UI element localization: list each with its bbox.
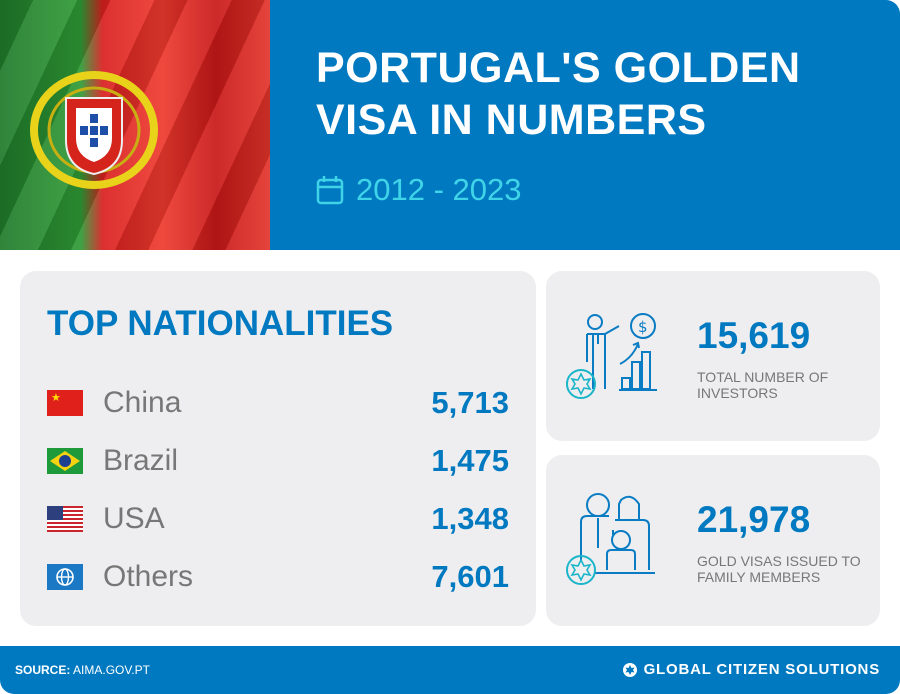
nationality-value: 1,348 — [431, 501, 509, 536]
family-icon — [566, 493, 655, 585]
nationality-value: 1,475 — [431, 443, 509, 478]
title-line-1: PORTUGAL'S GOLDEN — [316, 44, 801, 92]
investor-growth-icon: $ — [566, 313, 657, 399]
title-line-2: VISA IN NUMBERS — [316, 96, 707, 144]
investors-label: TOTAL NUMBER OF INVESTORS — [697, 369, 829, 401]
svg-text:$: $ — [638, 318, 648, 336]
nationality-name: USA — [103, 502, 165, 535]
nationality-row-others: Others 7,601 — [47, 557, 509, 597]
globe-icon — [47, 564, 83, 590]
nationality-name: Brazil — [103, 444, 179, 477]
nationality-row-china: ★ China 5,713 — [47, 383, 509, 423]
brazil-flag-icon — [47, 448, 83, 474]
nationalities-title: TOP NATIONALITIES — [47, 304, 394, 343]
nationality-row-brazil: Brazil 1,475 — [47, 441, 509, 481]
nationality-name: China — [103, 386, 182, 419]
footer: SOURCE: AIMA.GOV.PT GLOBAL CITIZEN SOLUT… — [0, 646, 900, 694]
source-text: SOURCE: AIMA.GOV.PT — [15, 663, 150, 677]
date-range: 2012 - 2023 — [316, 172, 521, 208]
source-label: SOURCE: — [15, 663, 71, 677]
investors-card — [546, 271, 880, 441]
nationality-value: 5,713 — [431, 385, 509, 420]
nationalities-card — [20, 271, 536, 626]
page-title: PORTUGAL'S GOLDEN VISA IN NUMBERS — [316, 42, 801, 146]
brand-logo: GLOBAL CITIZEN SOLUTIONS — [622, 661, 880, 678]
brand-star-icon — [622, 662, 637, 677]
brand-name: GLOBAL CITIZEN SOLUTIONS — [643, 661, 880, 678]
calendar-icon — [316, 176, 344, 205]
family-card — [546, 455, 880, 626]
nationality-name: Others — [103, 560, 194, 593]
date-range-text: 2012 - 2023 — [356, 172, 522, 207]
family-visas-label: GOLD VISAS ISSUED TO FAMILY MEMBERS — [697, 553, 861, 585]
usa-flag-icon — [47, 506, 83, 532]
nationality-row-usa: USA 1,348 — [47, 499, 509, 539]
header: PORTUGAL'S GOLDEN VISA IN NUMBERS 2012 -… — [0, 0, 900, 250]
portugal-flag-image — [0, 0, 270, 250]
source-link: AIMA.GOV.PT — [73, 663, 150, 677]
china-flag-icon: ★ — [47, 390, 83, 416]
family-visas-count: 21,978 — [697, 499, 811, 540]
nationality-value: 7,601 — [431, 559, 509, 594]
investors-count: 15,619 — [697, 315, 811, 356]
